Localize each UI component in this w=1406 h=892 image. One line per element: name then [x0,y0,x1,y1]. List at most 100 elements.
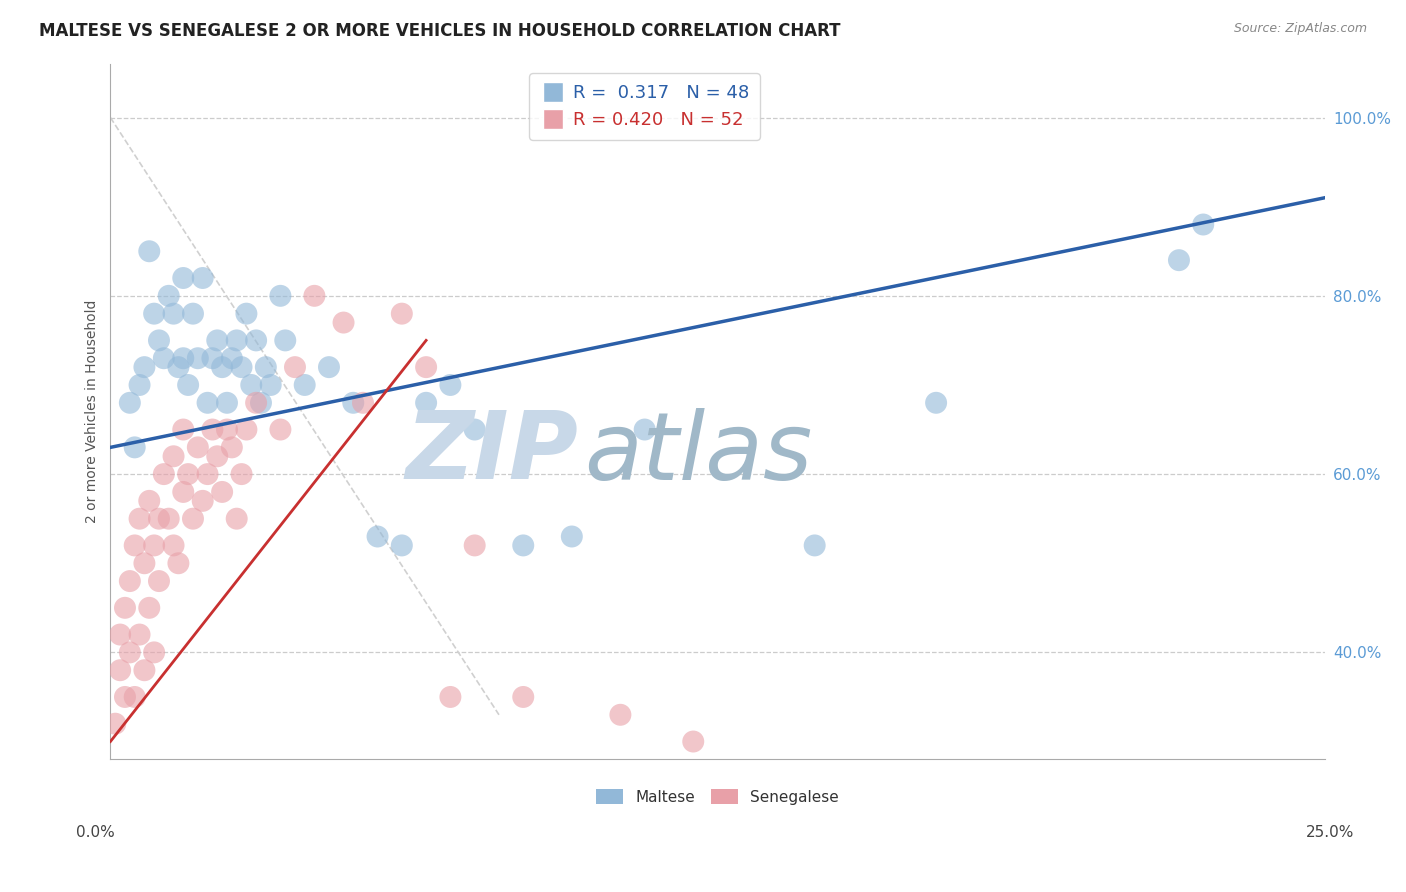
Point [128,378,150,392]
Point [391,538,413,552]
Point [114,690,136,704]
Point [143,645,166,659]
Point [215,423,238,437]
Point [138,244,160,259]
Point [128,627,150,641]
Text: 25.0%: 25.0% [1306,825,1354,839]
Point [260,378,283,392]
Point [148,574,170,588]
Point [240,378,263,392]
Point [134,556,156,570]
Point [162,307,184,321]
Point [294,378,316,392]
Point [207,334,229,348]
Point [191,271,214,285]
Point [177,378,200,392]
Point [197,467,219,482]
Point [153,467,176,482]
Point [254,360,277,375]
Point [439,378,461,392]
Point [225,511,247,525]
Point [124,441,146,455]
Point [118,396,141,410]
Point [138,600,160,615]
Point [104,716,127,731]
Point [211,484,233,499]
Point [207,450,229,464]
Point [128,511,150,525]
Point [118,645,141,659]
Point [215,396,238,410]
Point [342,396,364,410]
Point [134,360,156,375]
Point [332,316,354,330]
Point [231,360,253,375]
Text: Source: ZipAtlas.com: Source: ZipAtlas.com [1233,22,1367,36]
Point [143,307,166,321]
Point [211,360,233,375]
Point [201,423,224,437]
Point [118,574,141,588]
Point [231,467,253,482]
Point [391,307,413,321]
Point [415,360,437,375]
Point [172,271,194,285]
Point [512,690,534,704]
Text: MALTESE VS SENEGALESE 2 OR MORE VEHICLES IN HOUSEHOLD CORRELATION CHART: MALTESE VS SENEGALESE 2 OR MORE VEHICLES… [39,22,841,40]
Point [221,441,243,455]
Point [439,690,461,704]
Point [138,493,160,508]
Point [172,351,194,366]
Point [367,529,389,543]
Point [108,627,131,641]
Point [157,511,180,525]
Point [561,529,583,543]
Point [114,600,136,615]
Point [245,396,267,410]
Point [197,396,219,410]
Point [269,423,291,437]
Point [225,334,247,348]
Point [153,351,176,366]
Point [609,707,631,722]
Point [274,334,297,348]
Point [925,396,948,410]
Text: ZIP: ZIP [405,408,578,500]
Point [148,511,170,525]
Point [464,538,486,552]
Point [464,423,486,437]
Point [167,360,190,375]
Point [162,538,184,552]
Point [108,663,131,677]
Point [1192,218,1215,232]
Text: atlas: atlas [583,408,813,499]
Point [181,307,204,321]
Point [201,351,224,366]
Point [1168,253,1191,268]
Point [682,734,704,748]
Text: 0.0%: 0.0% [76,825,115,839]
Point [803,538,825,552]
Point [415,396,437,410]
Point [124,690,146,704]
Point [162,450,184,464]
Legend: Maltese, Senegalese: Maltese, Senegalese [589,782,845,811]
Point [634,423,657,437]
Point [124,538,146,552]
Point [157,289,180,303]
Point [177,467,200,482]
Point [172,484,194,499]
Point [304,289,326,303]
Point [148,334,170,348]
Point [284,360,307,375]
Point [352,396,374,410]
Y-axis label: 2 or more Vehicles in Household: 2 or more Vehicles in Household [86,300,100,524]
Point [143,538,166,552]
Point [187,441,209,455]
Point [269,289,291,303]
Point [134,663,156,677]
Point [512,538,534,552]
Point [318,360,340,375]
Point [181,511,204,525]
Point [245,334,267,348]
